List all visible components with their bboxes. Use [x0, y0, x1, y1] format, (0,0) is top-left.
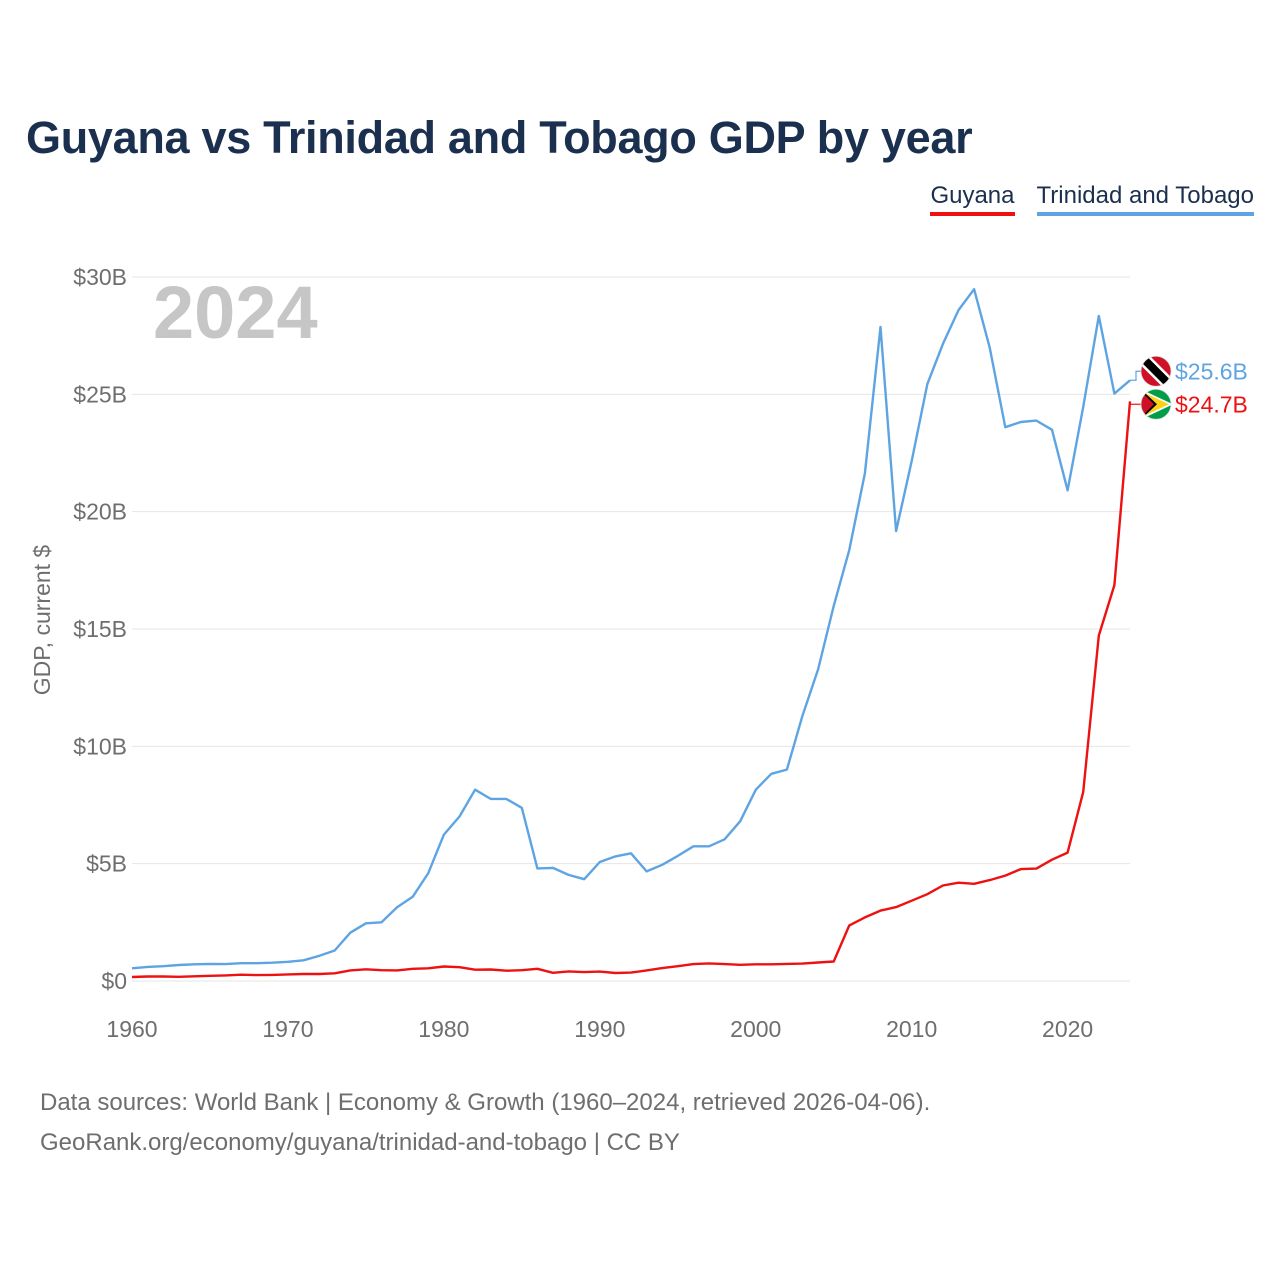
connector-line [1130, 370, 1142, 381]
y-tick-label: $20B [73, 499, 127, 525]
chart-title: Guyana vs Trinidad and Tobago GDP by yea… [26, 112, 973, 163]
y-tick-label: $25B [73, 381, 127, 407]
legend: Guyana Trinidad and Tobago [930, 182, 1254, 216]
legend-item-trinidad-and-tobago[interactable]: Trinidad and Tobago [1036, 182, 1254, 216]
x-tick-label: 1980 [418, 1016, 469, 1042]
line-chart: 2024 $0$5B$10B$15B$20B$25B$30B 1960 1970 1… [29, 264, 1248, 1042]
y-tick-label: $10B [73, 733, 127, 759]
legend-item-guyana[interactable]: Guyana [930, 182, 1015, 216]
x-tick-label: 2020 [1042, 1016, 1093, 1042]
end-value-label-trinidad-and-tobago: $25.6B [1175, 358, 1248, 384]
trinidad-flag-icon [1141, 356, 1171, 387]
source-url: GeoRank.org/economy/guyana/trinidad-and-… [40, 1129, 680, 1156]
y-axis-ticks: $0 $5B $10B $15B $20B $25B $30B [73, 264, 127, 994]
year-watermark: 2024 [153, 271, 318, 354]
x-tick-label: 1990 [574, 1016, 625, 1042]
y-axis-label: GDP, current $ [29, 545, 55, 696]
y-tick-label: $30B [73, 264, 127, 290]
series-line-guyana [131, 401, 1132, 979]
y-tick-label: $5B [86, 851, 127, 877]
guyana-flag-icon [1141, 389, 1171, 420]
series-line-trinidad-and-tobago [131, 288, 1131, 970]
x-tick-label: 2000 [730, 1016, 781, 1042]
x-tick-label: 1970 [262, 1016, 313, 1042]
footer: Data sources: World Bank | Economy & Gro… [40, 1083, 930, 1163]
data-source-note: Data sources: World Bank | Economy & Gro… [40, 1089, 931, 1116]
x-axis-ticks: 1960 1970 1980 1990 2000 2010 2020 [106, 1016, 1093, 1042]
end-value-label-guyana: $24.7B [1175, 391, 1248, 417]
x-tick-label: 2010 [886, 1016, 937, 1042]
end-labels: $25.6B $24.7B [1130, 355, 1248, 420]
y-tick-label: $0 [101, 968, 127, 994]
y-tick-label: $15B [73, 616, 127, 642]
grid-lines [132, 276, 1130, 982]
series-lines [131, 288, 1132, 979]
x-tick-label: 1960 [106, 1016, 157, 1042]
